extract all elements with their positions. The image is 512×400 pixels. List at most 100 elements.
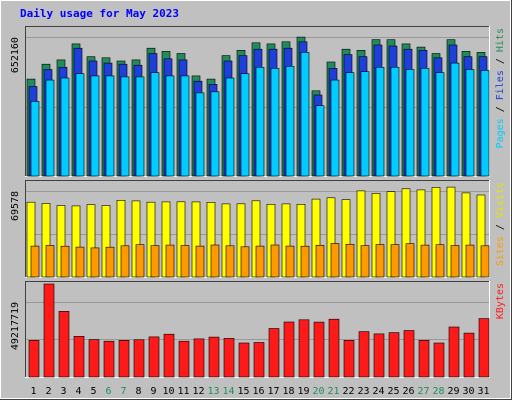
x-tick-label-day-17: 17 bbox=[267, 386, 279, 397]
bar-sites-day-5 bbox=[90, 247, 100, 278]
bar-sites-day-30 bbox=[465, 244, 475, 278]
series-label-files: Files bbox=[495, 70, 506, 100]
bar-sites-day-27 bbox=[420, 244, 430, 278]
x-tick-label-day-15: 15 bbox=[237, 386, 249, 397]
bar-kbytes-day-16 bbox=[253, 342, 265, 378]
bar-sites-day-7 bbox=[120, 245, 130, 278]
x-tick-label-day-10: 10 bbox=[162, 386, 174, 397]
bar-sites-day-3 bbox=[60, 245, 70, 278]
x-tick-label-day-5: 5 bbox=[90, 386, 96, 397]
axis-max-label: 69578 bbox=[10, 191, 21, 221]
x-tick-label-day-8: 8 bbox=[135, 386, 141, 397]
panel-visits-sites: 69578 Sites / Visits bbox=[10, 180, 506, 278]
bar-sites-day-12 bbox=[195, 245, 205, 278]
bar-pages-day-26 bbox=[405, 69, 415, 177]
bar-sites-day-20 bbox=[315, 245, 325, 278]
bar-sites-day-16 bbox=[255, 245, 265, 278]
series-label-kbytes: KBytes bbox=[495, 283, 506, 319]
bar-pages-day-25 bbox=[390, 67, 400, 177]
bar-kbytes-day-29 bbox=[448, 326, 460, 378]
bar-kbytes-day-26 bbox=[403, 330, 415, 378]
bar-kbytes-day-3 bbox=[58, 310, 70, 378]
x-tick-label-day-23: 23 bbox=[357, 386, 369, 397]
bar-kbytes-day-18 bbox=[283, 321, 295, 378]
bar-kbytes-day-8 bbox=[133, 339, 145, 378]
bar-sites-day-10 bbox=[165, 244, 175, 278]
bar-sites-day-22 bbox=[345, 244, 355, 278]
bar-kbytes-day-23 bbox=[358, 331, 370, 378]
series-label-separator: / bbox=[495, 52, 506, 70]
series-label: KBytes bbox=[495, 283, 506, 319]
bar-kbytes-day-9 bbox=[148, 336, 160, 378]
x-tick-label-day-14: 14 bbox=[222, 386, 234, 397]
series-label-sites: Sites bbox=[495, 236, 506, 266]
chart-title: Daily usage for May 2023 bbox=[20, 7, 179, 20]
bar-pages-day-16 bbox=[255, 67, 265, 177]
bar-sites-day-15 bbox=[240, 246, 250, 278]
bar-pages-day-29 bbox=[450, 62, 460, 177]
bar-sites-day-6 bbox=[105, 246, 115, 278]
series-label: Pages / Files / Hits bbox=[495, 28, 506, 148]
bar-kbytes-day-11 bbox=[178, 340, 190, 378]
bar-kbytes-day-10 bbox=[163, 333, 175, 378]
bar-sites-day-28 bbox=[435, 244, 445, 278]
bar-sites-day-25 bbox=[390, 244, 400, 278]
x-tick-label-day-27: 27 bbox=[417, 386, 429, 397]
x-tick-label-day-28: 28 bbox=[432, 386, 444, 397]
bar-sites-day-11 bbox=[180, 245, 190, 278]
x-tick-label-day-11: 11 bbox=[177, 386, 189, 397]
series-label-visits: Visits bbox=[495, 182, 506, 218]
x-tick-label-day-9: 9 bbox=[150, 386, 156, 397]
bar-kbytes-day-14 bbox=[223, 338, 235, 378]
x-tick-label-day-4: 4 bbox=[75, 386, 81, 397]
bar-pages-day-21 bbox=[330, 79, 340, 177]
bar-kbytes-day-7 bbox=[118, 339, 130, 378]
bar-pages-day-22 bbox=[345, 72, 355, 177]
bar-pages-day-3 bbox=[60, 77, 70, 177]
bar-pages-day-5 bbox=[90, 75, 100, 177]
axis-max-label: 652160 bbox=[10, 37, 21, 73]
bar-pages-day-1 bbox=[30, 101, 40, 177]
axis-max-label: 49217719 bbox=[10, 302, 21, 350]
bar-sites-day-9 bbox=[150, 245, 160, 278]
bar-sites-day-4 bbox=[75, 246, 85, 278]
x-tick-label-day-25: 25 bbox=[387, 386, 399, 397]
x-tick-label-day-19: 19 bbox=[297, 386, 309, 397]
bar-kbytes-day-15 bbox=[238, 342, 250, 378]
bar-pages-day-9 bbox=[150, 72, 160, 177]
series-label: Sites / Visits bbox=[495, 182, 506, 266]
bar-pages-day-2 bbox=[45, 79, 55, 177]
bar-pages-day-19 bbox=[300, 52, 310, 177]
bar-kbytes-day-12 bbox=[193, 338, 205, 378]
bar-sites-day-17 bbox=[270, 244, 280, 278]
bar-kbytes-day-6 bbox=[103, 340, 115, 378]
bar-pages-day-7 bbox=[120, 76, 130, 177]
bar-kbytes-day-2 bbox=[43, 283, 55, 378]
x-tick-label-day-21: 21 bbox=[327, 386, 339, 397]
x-tick-label-day-26: 26 bbox=[402, 386, 414, 397]
bar-kbytes-day-28 bbox=[433, 342, 445, 378]
x-tick-label-day-6: 6 bbox=[105, 386, 111, 397]
bar-pages-day-15 bbox=[240, 73, 250, 177]
bar-pages-day-14 bbox=[225, 77, 235, 177]
x-tick-label-day-3: 3 bbox=[60, 386, 66, 397]
bar-sites-day-14 bbox=[225, 245, 235, 278]
x-tick-label-day-13: 13 bbox=[207, 386, 219, 397]
bar-pages-day-28 bbox=[435, 72, 445, 177]
bar-kbytes-day-5 bbox=[88, 339, 100, 378]
panel-kbytes: 49217719 KBytes bbox=[10, 281, 506, 378]
series-label-separator: / bbox=[495, 100, 506, 118]
x-tick-label-day-30: 30 bbox=[462, 386, 474, 397]
bar-sites-day-13 bbox=[210, 244, 220, 278]
bar-sites-day-24 bbox=[375, 244, 385, 278]
bar-sites-day-1 bbox=[30, 245, 40, 278]
x-tick-label-day-7: 7 bbox=[120, 386, 126, 397]
series-label-separator: / bbox=[495, 218, 506, 236]
x-tick-label-day-18: 18 bbox=[282, 386, 294, 397]
bar-kbytes-day-1 bbox=[28, 339, 40, 378]
x-tick-label-day-1: 1 bbox=[30, 386, 36, 397]
series-label-pages: Pages bbox=[495, 118, 506, 148]
